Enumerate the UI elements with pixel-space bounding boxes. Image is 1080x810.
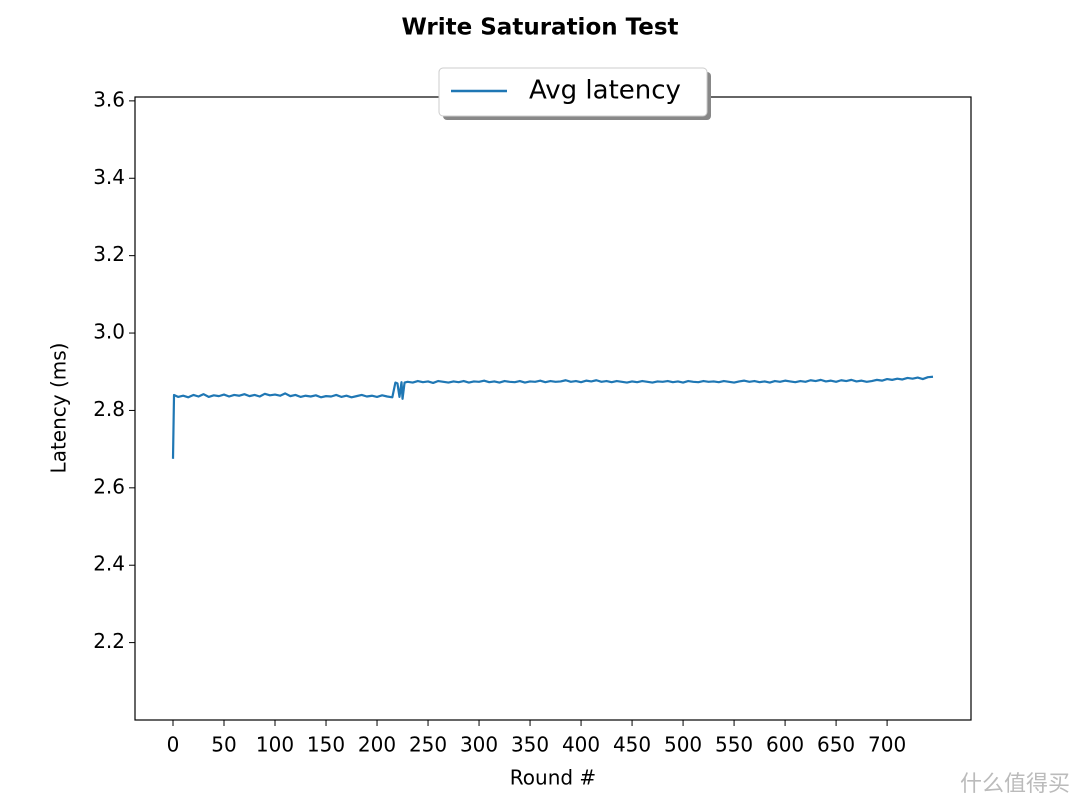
y-tick-label: 2.4 <box>93 552 125 576</box>
x-tick-label: 400 <box>562 733 600 757</box>
chart-title: Write Saturation Test <box>401 15 678 41</box>
x-tick-label: 0 <box>167 733 180 757</box>
x-tick-label: 350 <box>511 733 549 757</box>
x-tick-label: 200 <box>358 733 396 757</box>
y-tick-label: 3.0 <box>93 320 125 344</box>
legend-label: Avg latency <box>529 76 681 106</box>
y-tick-label: 2.6 <box>93 474 125 498</box>
y-tick-label: 3.4 <box>93 165 125 189</box>
x-tick-label: 650 <box>817 733 855 757</box>
x-tick-label: 600 <box>766 733 804 757</box>
watermark: 什么值得买 <box>960 772 1070 797</box>
x-tick-label: 50 <box>211 733 236 757</box>
y-axis-label: Latency (ms) <box>47 343 71 474</box>
x-tick-label: 300 <box>460 733 498 757</box>
plot-area <box>134 96 972 721</box>
y-tick-label: 2.2 <box>93 629 125 653</box>
x-tick-label: 250 <box>409 733 447 757</box>
legend <box>438 67 708 117</box>
x-tick-label: 450 <box>613 733 651 757</box>
y-tick-label: 2.8 <box>93 397 125 421</box>
x-tick-label: 150 <box>307 733 345 757</box>
x-tick-label: 100 <box>256 733 294 757</box>
y-tick-label: 3.2 <box>93 242 125 266</box>
x-axis-label: Round # <box>510 766 596 790</box>
x-tick-label: 550 <box>715 733 753 757</box>
line-series <box>171 375 934 459</box>
x-tick-label: 700 <box>868 733 906 757</box>
y-tick-label: 3.6 <box>93 87 125 111</box>
x-tick-label: 500 <box>664 733 702 757</box>
